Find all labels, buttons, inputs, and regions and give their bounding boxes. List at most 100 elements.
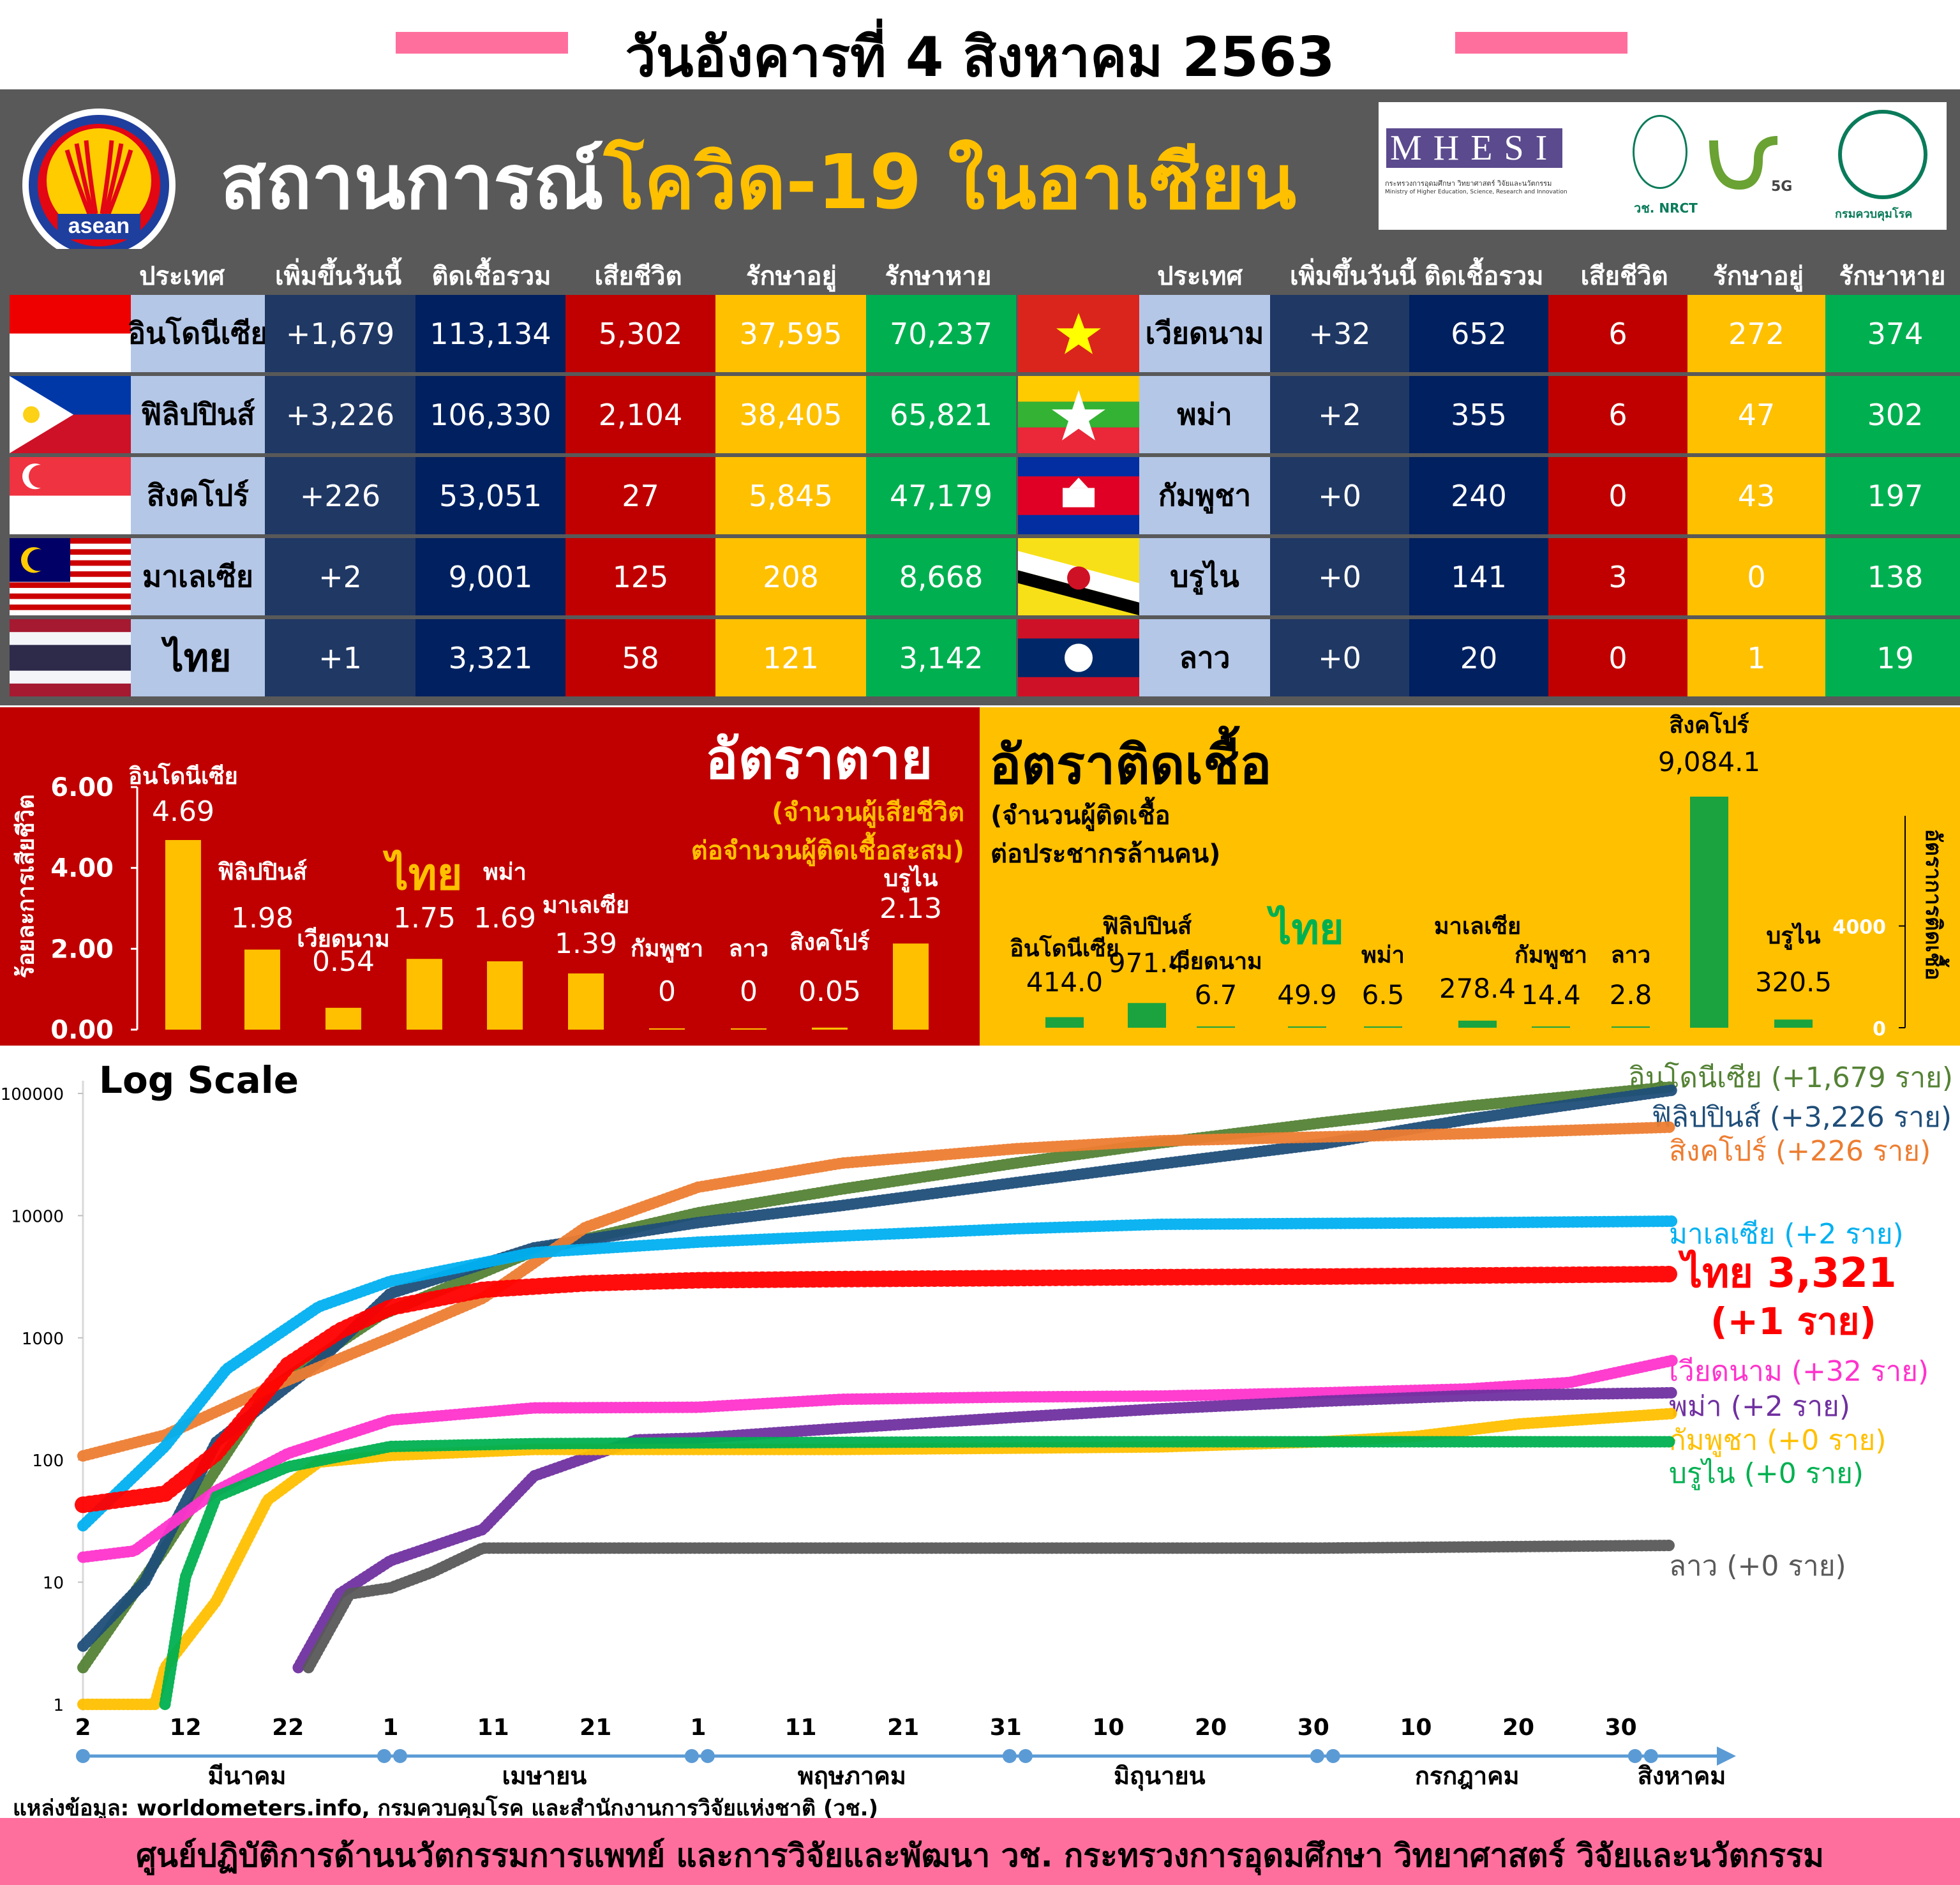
timeline-dot (1018, 1749, 1033, 1763)
left-cell-dead: 125 (565, 538, 715, 619)
death-rate-value-label: 0 (740, 975, 758, 1008)
infection-rate-category-label: ไทย (1266, 905, 1343, 954)
right-cell-total: 240 (1409, 457, 1548, 538)
log-xtick: 11 (477, 1715, 509, 1741)
death-rate-ytick: 0.00 (50, 1016, 114, 1045)
infection-rate-bar (1045, 1017, 1084, 1028)
log-series-line (75, 1266, 1680, 1513)
right-cell-active: 47 (1687, 376, 1825, 457)
right-cell-recovered: 138 (1825, 538, 1960, 619)
right-cell-inc: +0 (1270, 619, 1409, 700)
left-country-name: มาเลเซีย (131, 538, 265, 619)
infection-rate-value-label: 278.4 (1439, 973, 1516, 1004)
timeline-dot (377, 1749, 391, 1763)
thailand-flag-icon (10, 619, 131, 696)
log-xtick: 1 (382, 1715, 398, 1741)
right-country-name: เวียดนาม (1139, 295, 1270, 376)
infection-rate-value-label: 320.5 (1755, 966, 1832, 998)
left-cell-recovered: 70,237 (866, 295, 1016, 376)
mhesi-logo: MHESI (1386, 128, 1563, 169)
left-cell-recovered: 65,821 (866, 376, 1016, 457)
log-xtick: 10 (1092, 1715, 1124, 1741)
death-rate-value-label: 1.75 (393, 902, 456, 935)
log-month-label: เมษายน (502, 1762, 587, 1790)
right-header-1: เพิ่มขึ้นวันนี้ (1289, 262, 1417, 291)
infection-rate-category-label: บรูไน (1767, 922, 1821, 950)
left-cell-recovered: 47,179 (866, 457, 1016, 538)
death-rate-ytick: 2.00 (50, 935, 114, 964)
decor-line-right (1455, 32, 1627, 54)
right-cell-recovered: 197 (1825, 457, 1960, 538)
infection-rate-subtitle-1: (จำนวนผู้ติดเชื้อ (991, 801, 1171, 830)
infection-rate-value-label: 2.8 (1610, 979, 1652, 1010)
right-cell-total: 652 (1409, 295, 1548, 376)
left-cell-total: 113,134 (415, 295, 565, 376)
death-rate-bar (487, 961, 523, 1030)
left-cell-active: 5,845 (715, 457, 866, 538)
right-cell-total: 141 (1409, 538, 1548, 619)
right-cell-inc: +0 (1270, 538, 1409, 619)
laos-flag-icon (1018, 619, 1139, 696)
right-country-name: บรูไน (1139, 538, 1270, 619)
timeline-dot (700, 1749, 715, 1763)
death-rate-category-label: ฟิลิปปินส์ (218, 859, 307, 885)
left-cell-dead: 5,302 (565, 295, 715, 376)
death-rate-subtitle-1: (จำนวนผู้เสียชีวิต (772, 798, 964, 827)
left-cell-dead: 58 (565, 619, 715, 700)
log-series-label: บรูไน (+0 ราย) (1669, 1457, 1864, 1491)
death-rate-category-label: มาเลเซีย (542, 892, 629, 919)
left-header-2: ติดเชื้อรวม (431, 262, 551, 291)
wch-5g-logo: 5G (1701, 115, 1797, 211)
log-xtick: 30 (1605, 1715, 1637, 1741)
right-header-5: รักษาหาย (1839, 262, 1946, 291)
right-cell-dead: 3 (1548, 538, 1687, 619)
death-rate-value-label: 4.69 (152, 795, 214, 828)
death-rate-bar (325, 1007, 361, 1030)
infection-rate-value-label: 414.0 (1026, 966, 1103, 998)
infection-rate-category-label: ลาว (1611, 942, 1651, 968)
log-series-label: อินโดนีเซีย (+1,679 ราย) (1628, 1062, 1953, 1094)
infection-rate-title: อัตราติดเชื้อ (989, 733, 1272, 796)
infection-rate-ytick: 4000 (1833, 917, 1887, 939)
infection-rate-bar (1288, 1026, 1326, 1028)
asean-logo: asean (19, 105, 179, 265)
log-xtick: 20 (1195, 1715, 1227, 1741)
left-country-name: ไทย (131, 619, 265, 700)
infection-rate-ytick: 0 (1873, 1018, 1886, 1040)
log-series-line (77, 1121, 1678, 1462)
death-rate-value-label: 1.69 (474, 902, 536, 935)
mhesi-subtitle-en: Ministry of Higher Education, Science, R… (1385, 189, 1567, 195)
right-country-name: ลาว (1139, 619, 1270, 700)
log-xtick: 21 (580, 1715, 611, 1741)
infection-rate-value-label: 6.5 (1362, 979, 1405, 1010)
left-cell-active: 121 (715, 619, 866, 700)
death-rate-category-label: ไทย (383, 849, 463, 900)
infection-rate-category-label: ฟิลิปปินส์ (1102, 913, 1192, 940)
right-cell-recovered: 19 (1825, 619, 1960, 700)
death-rate-category-label: เวียดนาม (297, 926, 390, 952)
data-source: แหล่งข้อมูล: worldometers.info, กรมควบคุ… (13, 1796, 879, 1821)
log-month-label: กรกฎาคม (1415, 1762, 1520, 1790)
death-rate-category-label: ลาว (729, 936, 769, 962)
left-country-name: อินโดนีเซีย (128, 295, 268, 376)
infection-rate-value-label: 49.9 (1277, 979, 1337, 1010)
left-cell-inc: +226 (265, 457, 415, 538)
right-header-2: ติดเชื้อรวม (1424, 262, 1544, 291)
right-cell-dead: 0 (1548, 457, 1687, 538)
death-rate-title: อัตราตาย (705, 728, 933, 792)
left-country-name: สิงคโปร์ (131, 457, 265, 538)
right-cell-dead: 0 (1548, 619, 1687, 700)
left-cell-inc: +3,226 (265, 376, 415, 457)
left-cell-inc: +1 (265, 619, 415, 700)
log-series-line (77, 1215, 1678, 1532)
log-xtick: 10 (1400, 1715, 1432, 1741)
death-rate-bar (407, 959, 442, 1030)
left-header-3: เสียชีวิต (594, 262, 682, 291)
log-month-label: มิถุนายน (1114, 1762, 1206, 1791)
log-xtick: 22 (272, 1715, 304, 1741)
timeline-dot (1310, 1749, 1324, 1763)
timeline-dot (76, 1749, 90, 1763)
log-series-label: เวียดนาม (+32 ราย) (1669, 1355, 1929, 1388)
right-cell-total: 20 (1409, 619, 1548, 700)
right-country-name: กัมพูชา (1139, 457, 1270, 538)
